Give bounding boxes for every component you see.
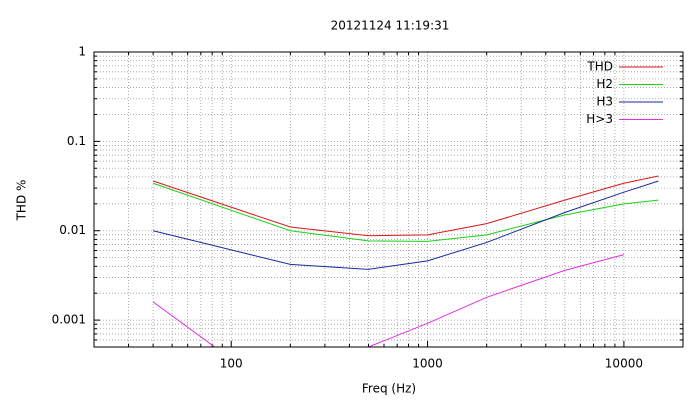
- y-tick-label: 1: [78, 45, 86, 59]
- series-line: [152, 182, 659, 242]
- legend-label: H>3: [586, 112, 613, 126]
- chart-title: 20121124 11:19:31: [331, 19, 450, 33]
- x-tick-label: 10000: [605, 357, 643, 371]
- x-tick-label: 1000: [412, 357, 443, 371]
- series-line: [152, 254, 625, 347]
- y-tick-label: 0.01: [59, 223, 86, 237]
- legend-label: THD: [586, 60, 613, 74]
- legend-label: H3: [596, 95, 613, 109]
- y-tick-label: 0.001: [52, 313, 86, 327]
- series-line: [152, 175, 659, 237]
- plot-border: [93, 51, 684, 348]
- y-tick-label: 0.1: [67, 134, 86, 148]
- plot-area: [152, 175, 659, 347]
- x-axis-label: Freq (Hz): [362, 382, 416, 396]
- series-line: [152, 180, 659, 270]
- legend-label: H2: [596, 77, 613, 91]
- y-axis-label: THD %: [15, 180, 29, 222]
- x-tick-label: 100: [220, 357, 243, 371]
